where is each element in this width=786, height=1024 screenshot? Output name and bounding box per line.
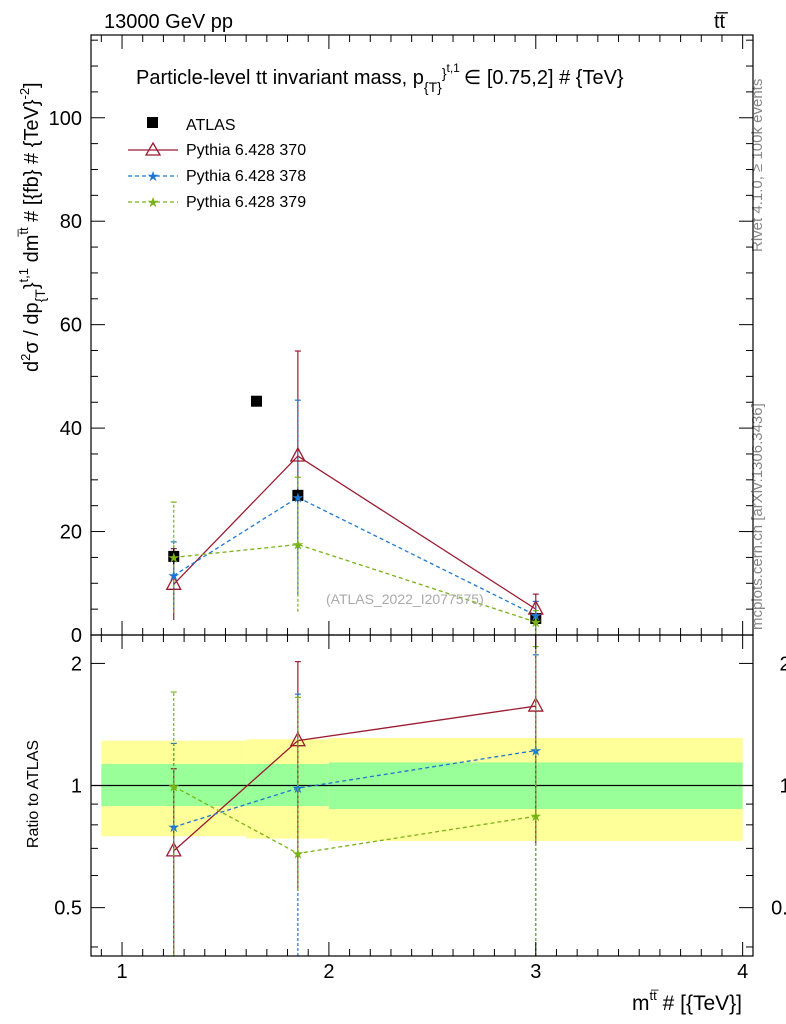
- pythia-370-point: [165, 574, 182, 590]
- main-y-tick-label: 40: [60, 418, 82, 440]
- ratio-370-point: [527, 696, 544, 712]
- pythia-378-point: ★: [167, 568, 180, 584]
- ratio-379-point: ★: [167, 778, 180, 794]
- legend-370-marker: [144, 141, 162, 156]
- atlas-point: [251, 395, 262, 407]
- main-series: ★★★★★★: [165, 350, 544, 634]
- ratio-y-tick-label: 2: [71, 653, 82, 675]
- legend-378-marker: ★: [147, 168, 160, 184]
- legend-atlas-marker: [147, 117, 158, 128]
- title-part-c: ∈ [0.75,2] # {TeV}: [464, 67, 624, 89]
- atlas-point: [168, 550, 180, 562]
- ratio-y-tick-label-right: 0.5: [771, 898, 786, 920]
- ratio-frame: [90, 634, 754, 957]
- x-tick-label: 3: [530, 961, 541, 983]
- ratio-378-point: ★: [167, 819, 180, 835]
- main-ticks: 0 20 40 60 80 100: [49, 35, 753, 647]
- ratio-379-point: ★: [530, 808, 543, 824]
- ratio-series-line: [173, 749, 536, 828]
- main-y-axis-label: d2σ / dp{T}t,1 dmt̅t # [{fb} # {TeV}-2]: [16, 82, 48, 372]
- title-sup: }: [442, 65, 447, 81]
- process-label: tt̅: [714, 11, 728, 33]
- ratio-series-line: [173, 785, 536, 855]
- legend-370-label: Pythia 6.428 370: [186, 142, 306, 159]
- ratio-y-tick-label-right: 2: [779, 653, 786, 675]
- pythia-379-point: ★: [530, 614, 543, 630]
- ratio-y-tick-label-right: 1: [779, 776, 786, 798]
- main-y-tick-label: 80: [60, 211, 82, 233]
- chart-title: Particle-level tt invariant mass, p{T}}t…: [136, 61, 624, 95]
- analysis-watermark: (ATLAS_2022_I2077575): [326, 591, 484, 607]
- x-tick-label: 1: [116, 961, 127, 983]
- main-y-tick-label: 100: [49, 108, 82, 130]
- pythia-379-point: ★: [167, 549, 180, 565]
- x-tick-label: 4: [737, 961, 748, 983]
- title-part-a: Particle-level t: [136, 67, 262, 89]
- legend-atlas-label: ATLAS: [186, 117, 236, 134]
- atlas-point: [530, 612, 542, 624]
- ratio-ticks: 1 2 3 4 0.5 0.5 1 1 2 2: [54, 635, 786, 983]
- main-series-line: [173, 496, 537, 616]
- pythia-378-point: ★: [530, 607, 543, 623]
- pythia-378-point: ★: [292, 489, 305, 505]
- ratio-bands: [101, 737, 743, 841]
- title-sub: {T}: [424, 79, 442, 95]
- x-tick-label: 2: [323, 961, 334, 983]
- ratio-y-tick-label: 0.5: [54, 898, 82, 920]
- title-part-b: invariant mass, p: [267, 67, 424, 89]
- ratio-y-axis-label: Ratio to ATLAS: [25, 740, 42, 848]
- ratio-y-tick-label: 1: [71, 776, 82, 798]
- mcplots-label: mcplots.cern.ch [arXiv:1306.3436]: [749, 403, 766, 630]
- ratio-series: ★★★★★★: [165, 635, 544, 956]
- x-axis-label: mtt̅ # [{TeV}]: [632, 988, 742, 1015]
- main-y-tick-label: 60: [60, 315, 82, 337]
- main-y-tick-label: 20: [60, 522, 82, 544]
- atlas-point: [292, 489, 304, 501]
- legend-378-label: Pythia 6.428 378: [186, 168, 306, 185]
- ratio-379-point: ★: [292, 845, 305, 861]
- title-part-bar: t: [262, 67, 268, 89]
- pythia-370-point: [527, 599, 544, 615]
- main-series-line: [173, 455, 537, 610]
- legend-379-label: Pythia 6.428 379: [186, 194, 306, 211]
- pythia-370-point: [289, 446, 306, 462]
- pythia-379-point: ★: [292, 536, 305, 552]
- legend: ATLAS Pythia 6.428 370 ★ Pythia 6.428 37…: [128, 117, 306, 211]
- rivet-label: Rivet 4.1.0, ≥ 100k events: [749, 79, 766, 252]
- main-series-line: [173, 543, 536, 623]
- main-y-tick-label: 0: [71, 625, 82, 647]
- energy-label: 13000 GeV pp: [104, 11, 233, 33]
- title-sup2: t,1: [447, 61, 461, 75]
- legend-379-marker: ★: [147, 194, 160, 210]
